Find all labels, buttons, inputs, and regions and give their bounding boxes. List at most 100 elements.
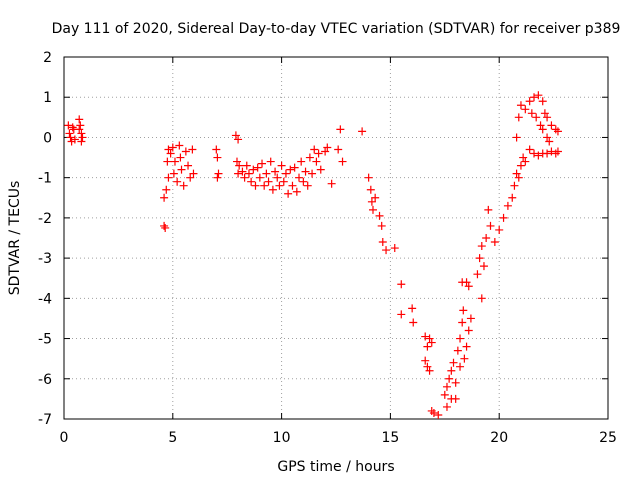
data-point <box>553 127 562 136</box>
data-point <box>303 181 312 190</box>
data-point <box>475 254 484 263</box>
data-point <box>188 145 197 154</box>
data-point <box>519 153 528 162</box>
data-point <box>76 121 85 130</box>
data-point <box>378 238 387 247</box>
y-axis-label: SDTVAR / TECUs <box>7 181 23 296</box>
data-point <box>260 181 269 190</box>
x-tick-labels: 0 5 10 15 20 25 <box>60 430 617 446</box>
data-point <box>484 205 493 214</box>
data-point <box>514 173 523 182</box>
data-point <box>538 125 547 134</box>
data-point <box>312 157 321 166</box>
data-point <box>232 157 241 166</box>
data-point <box>479 262 488 271</box>
data-point <box>75 115 84 124</box>
data-point <box>521 105 530 114</box>
data-point <box>516 101 525 110</box>
data-point <box>305 153 314 162</box>
y-tick-label: -5 <box>38 332 52 348</box>
data-point <box>175 141 184 150</box>
plot-frame <box>63 56 609 420</box>
data-point <box>453 346 462 355</box>
data-point <box>462 342 471 351</box>
data-point <box>516 161 525 170</box>
y-tick-label: 1 <box>43 90 52 106</box>
data-point <box>397 310 406 319</box>
data-point <box>181 147 190 156</box>
data-point <box>77 129 86 138</box>
data-point <box>390 244 399 253</box>
data-point <box>231 131 240 140</box>
data-point <box>429 408 438 417</box>
data-point <box>462 278 471 287</box>
data-point <box>169 169 178 178</box>
data-point <box>514 113 523 122</box>
data-point <box>77 137 86 146</box>
data-point <box>336 125 345 134</box>
data-point <box>543 149 552 158</box>
data-point <box>460 354 469 363</box>
data-point <box>213 153 222 162</box>
y-tick-labels: -7 -6 -5 -4 -3 -2 -1 0 1 2 <box>38 50 52 428</box>
data-point <box>264 177 273 186</box>
data-point <box>164 173 173 182</box>
data-point <box>164 145 173 154</box>
data-point <box>234 135 243 144</box>
data-point <box>358 127 367 136</box>
data-point <box>70 135 79 144</box>
data-point <box>163 157 172 166</box>
data-point <box>442 402 451 411</box>
data-point <box>295 173 304 182</box>
data-point <box>297 157 306 166</box>
data-point <box>334 145 343 154</box>
data-point <box>168 143 177 152</box>
data-point <box>321 147 330 156</box>
data-point <box>162 185 171 194</box>
data-point <box>530 93 539 102</box>
data-point <box>464 326 473 335</box>
data-point <box>477 242 486 251</box>
y-tick-label: -7 <box>38 412 52 428</box>
data-point <box>65 129 74 138</box>
data-point <box>266 157 275 166</box>
data-point <box>553 147 562 156</box>
data-point <box>510 181 519 190</box>
data-point <box>421 332 430 341</box>
data-point <box>68 123 77 132</box>
data-point <box>273 173 282 182</box>
data-point <box>189 169 198 178</box>
data-point <box>242 161 251 170</box>
data-point <box>271 167 280 176</box>
data-point <box>301 167 310 176</box>
x-tick-label: 0 <box>60 430 69 446</box>
data-point <box>534 151 543 160</box>
y-tick-label: 0 <box>43 130 52 146</box>
data-point <box>442 382 451 391</box>
data-point <box>66 133 75 142</box>
data-point <box>78 133 87 142</box>
x-axis-label: GPS time / hours <box>277 459 394 475</box>
data-point <box>466 314 475 323</box>
x-tick-label: 5 <box>168 430 177 446</box>
data-point <box>284 189 293 198</box>
x-tick-label: 15 <box>381 430 399 446</box>
data-point <box>279 177 288 186</box>
data-point <box>186 173 195 182</box>
data-point <box>166 149 175 158</box>
data-point <box>547 121 556 130</box>
data-point <box>521 157 530 166</box>
y-tick-label: -3 <box>38 251 52 267</box>
data-point <box>275 181 284 190</box>
data-point <box>495 225 504 234</box>
data-point <box>440 390 449 399</box>
x-tick-label: 25 <box>599 430 617 446</box>
data-point <box>425 334 434 343</box>
data-point <box>545 137 554 146</box>
data-point <box>397 280 406 289</box>
data-point <box>538 97 547 106</box>
data-point <box>377 221 386 230</box>
data-point <box>445 374 454 383</box>
x-tick-label: 10 <box>273 430 291 446</box>
